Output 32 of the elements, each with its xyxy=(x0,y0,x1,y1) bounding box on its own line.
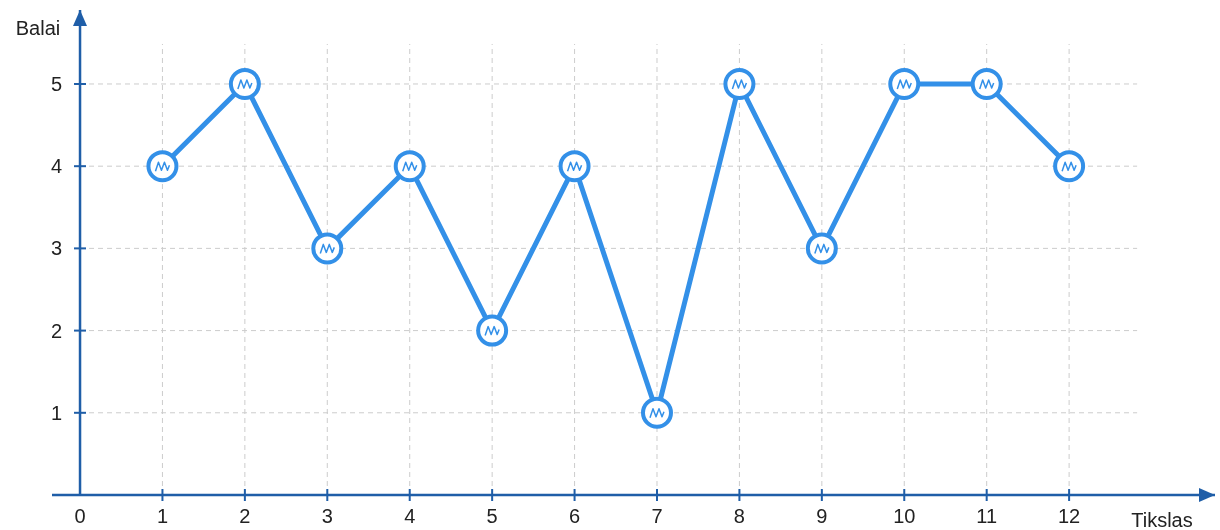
point xyxy=(393,150,426,183)
x-axis-title: Tikslas xyxy=(1131,509,1193,530)
x-tick-label: 11 xyxy=(976,505,998,527)
x-tick-label: 6 xyxy=(569,505,581,527)
x-tick-label: 3 xyxy=(321,505,333,527)
x-tick-label: 1 xyxy=(156,505,169,527)
point xyxy=(228,67,261,100)
point xyxy=(311,232,344,265)
point xyxy=(723,67,756,100)
x-tick-label: 7 xyxy=(651,505,663,527)
x-tick-label: 4 xyxy=(404,505,416,527)
x-tick-label: 8 xyxy=(733,505,745,527)
point xyxy=(805,232,838,265)
y-tick-label: 4 xyxy=(50,155,63,178)
point xyxy=(970,67,1003,100)
point xyxy=(558,150,591,183)
x-tick-label: 0 xyxy=(74,505,86,527)
x-tick-label: 10 xyxy=(893,505,916,527)
y-tick-label: 1 xyxy=(50,401,63,424)
point xyxy=(888,67,921,100)
y-tick-label: 3 xyxy=(50,237,63,260)
point xyxy=(640,396,673,429)
point xyxy=(1053,150,1086,183)
x-tick-label: 12 xyxy=(1057,505,1081,527)
y-axis-title: Balai xyxy=(15,17,61,39)
point xyxy=(476,314,509,347)
y-tick-label: 2 xyxy=(50,319,63,342)
x-tick-label: 5 xyxy=(486,505,498,527)
x-tick-label: 2 xyxy=(239,505,251,527)
point xyxy=(146,150,179,183)
y-tick-label: 5 xyxy=(50,72,63,95)
x-tick-label: 9 xyxy=(816,505,828,527)
